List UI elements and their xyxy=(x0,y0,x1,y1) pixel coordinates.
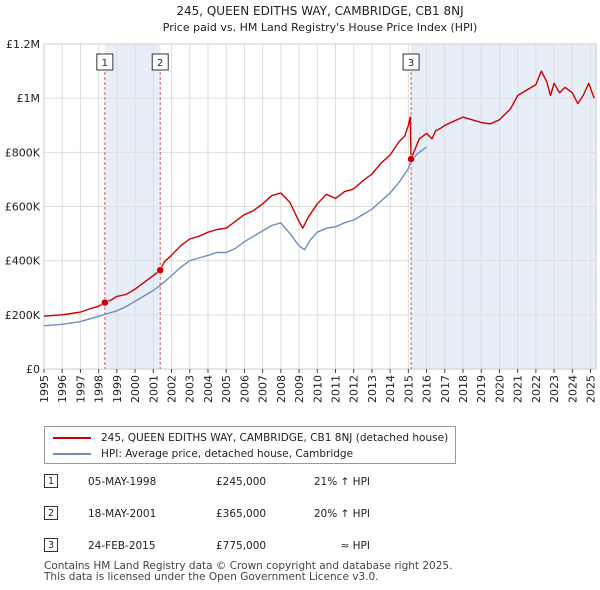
sale-hpi: ≈ HPI xyxy=(340,540,370,552)
sale-point xyxy=(407,155,415,163)
x-tick-label: 2013 xyxy=(366,375,379,403)
x-tick-label: 2007 xyxy=(257,375,270,403)
sale-row: 3 24-FEB-2015 £775,000 ≈ HPI xyxy=(44,534,564,556)
legend-label-price: 245, QUEEN EDITHS WAY, CAMBRIDGE, CB1 8N… xyxy=(101,432,449,444)
x-tick-label: 1996 xyxy=(56,375,69,403)
sale-price: £775,000 xyxy=(216,540,267,552)
x-tick-label: 2017 xyxy=(439,375,452,403)
x-tick-label: 2005 xyxy=(220,375,233,403)
y-tick-label: £200K xyxy=(5,309,41,322)
x-tick-label: 2011 xyxy=(329,375,342,403)
sale-hpi: 20% ↑ HPI xyxy=(313,508,370,520)
sale-point xyxy=(101,298,109,307)
plot-frame xyxy=(43,43,597,370)
x-tick-label: 2009 xyxy=(293,375,306,403)
sale-badge-label: 1 xyxy=(102,58,108,69)
y-tick-label: £800K xyxy=(5,146,41,159)
x-tick-label: 2016 xyxy=(421,375,434,403)
x-tick-label: 2008 xyxy=(275,375,288,403)
chart-title-line1: 245, QUEEN EDITHS WAY, CAMBRIDGE, CB1 8N… xyxy=(176,4,463,18)
sale-row: 1 05-MAY-1998 £245,000 21% ↑ HPI xyxy=(44,470,564,492)
x-tick-label: 1997 xyxy=(74,375,87,403)
footer: Contains HM Land Registry data © Crown c… xyxy=(44,561,452,583)
sale-badge-box xyxy=(151,53,169,71)
x-tick-label: 2006 xyxy=(238,375,251,403)
chart-title: 245, QUEEN EDITHS WAY, CAMBRIDGE, CB1 8N… xyxy=(163,4,478,34)
sale-badge: 3 xyxy=(402,53,420,71)
x-tick-label: 2025 xyxy=(585,375,598,403)
sale-row: 2 18-MAY-2001 £365,000 20% ↑ HPI xyxy=(44,502,564,524)
y-tick-label: £1M xyxy=(17,92,41,105)
price-chart: 245, QUEEN EDITHS WAY, CAMBRIDGE, CB1 8N… xyxy=(5,4,598,403)
sale-badge-label: 3 xyxy=(408,58,414,69)
sale-hpi: 21% ↑ HPI xyxy=(313,476,370,488)
sale-badge-label: 2 xyxy=(157,58,163,69)
legend-item-hpi: HPI: Average price, detached house, Camb… xyxy=(53,446,353,462)
x-tick-label: 2001 xyxy=(147,375,160,403)
sale-date: 18-MAY-2001 xyxy=(88,508,157,520)
sale-number-badge: 3 xyxy=(44,538,58,552)
y-tick-label: £1.2M xyxy=(6,38,40,51)
x-tick-label: 1995 xyxy=(38,375,51,403)
x-tick-label: 2021 xyxy=(512,375,525,403)
y-tick-label: £600K xyxy=(5,201,41,214)
series-lines xyxy=(43,70,595,327)
x-tick-label: 1998 xyxy=(93,375,106,403)
sale-price: £365,000 xyxy=(216,508,267,520)
sale-badge: 1 xyxy=(96,53,114,71)
sale-marker-lines xyxy=(104,72,412,369)
sale-date: 05-MAY-1998 xyxy=(88,476,157,488)
sale-point xyxy=(156,266,164,274)
x-tick-label: 2004 xyxy=(202,375,215,403)
x-tick-label: 2018 xyxy=(457,375,470,403)
legend-swatch-price xyxy=(53,437,91,439)
x-tick-label: 2002 xyxy=(166,375,179,403)
x-axis-labels: 1995 1996 1997 1998 1999 2000 2001 2002 2003 2004… xyxy=(38,369,598,403)
x-tick-label: 2024 xyxy=(566,375,579,403)
legend: 245, QUEEN EDITHS WAY, CAMBRIDGE, CB1 8N… xyxy=(44,426,456,464)
x-tick-label: 1999 xyxy=(111,375,124,403)
x-tick-label: 2003 xyxy=(184,375,197,403)
y-tick-label: £400K xyxy=(5,255,41,268)
price-paid-line xyxy=(43,70,595,317)
x-tick-label: 2015 xyxy=(402,375,415,403)
footer-line1: Contains HM Land Registry data © Crown c… xyxy=(44,560,453,572)
x-tick-label: 2010 xyxy=(311,375,324,403)
legend-swatch-hpi xyxy=(53,453,91,455)
x-tick-label: 2022 xyxy=(530,375,543,403)
x-tick-label: 2014 xyxy=(384,375,397,403)
sale-badge-box xyxy=(402,53,420,71)
x-tick-label: 2019 xyxy=(475,375,488,403)
sale-points xyxy=(101,155,415,307)
sale-price: £245,000 xyxy=(216,476,267,488)
x-tick-label: 2023 xyxy=(548,375,561,403)
hpi-line xyxy=(43,146,428,327)
legend-label-hpi: HPI: Average price, detached house, Camb… xyxy=(101,448,354,460)
sale-badges: 1 2 3 xyxy=(96,53,420,71)
sale-badge-box xyxy=(96,53,114,71)
footer-line2: This data is licensed under the Open Gov… xyxy=(44,571,379,583)
y-axis-labels: £0 £200K £400K £600K £800K £1M £1.2M xyxy=(5,38,41,376)
sale-number-badge: 1 xyxy=(44,474,58,488)
sale-number-badge: 2 xyxy=(44,506,58,520)
x-tick-label: 2020 xyxy=(493,375,506,403)
chart-subtitle: Price paid vs. HM Land Registry's House … xyxy=(163,21,478,34)
y-tick-label: £0 xyxy=(26,363,40,376)
sale-date: 24-FEB-2015 xyxy=(88,540,156,552)
x-tick-label: 2012 xyxy=(348,375,361,403)
legend-item-price: 245, QUEEN EDITHS WAY, CAMBRIDGE, CB1 8N… xyxy=(53,430,448,446)
sale-badge: 2 xyxy=(151,53,169,71)
x-tick-label: 2000 xyxy=(129,375,142,403)
